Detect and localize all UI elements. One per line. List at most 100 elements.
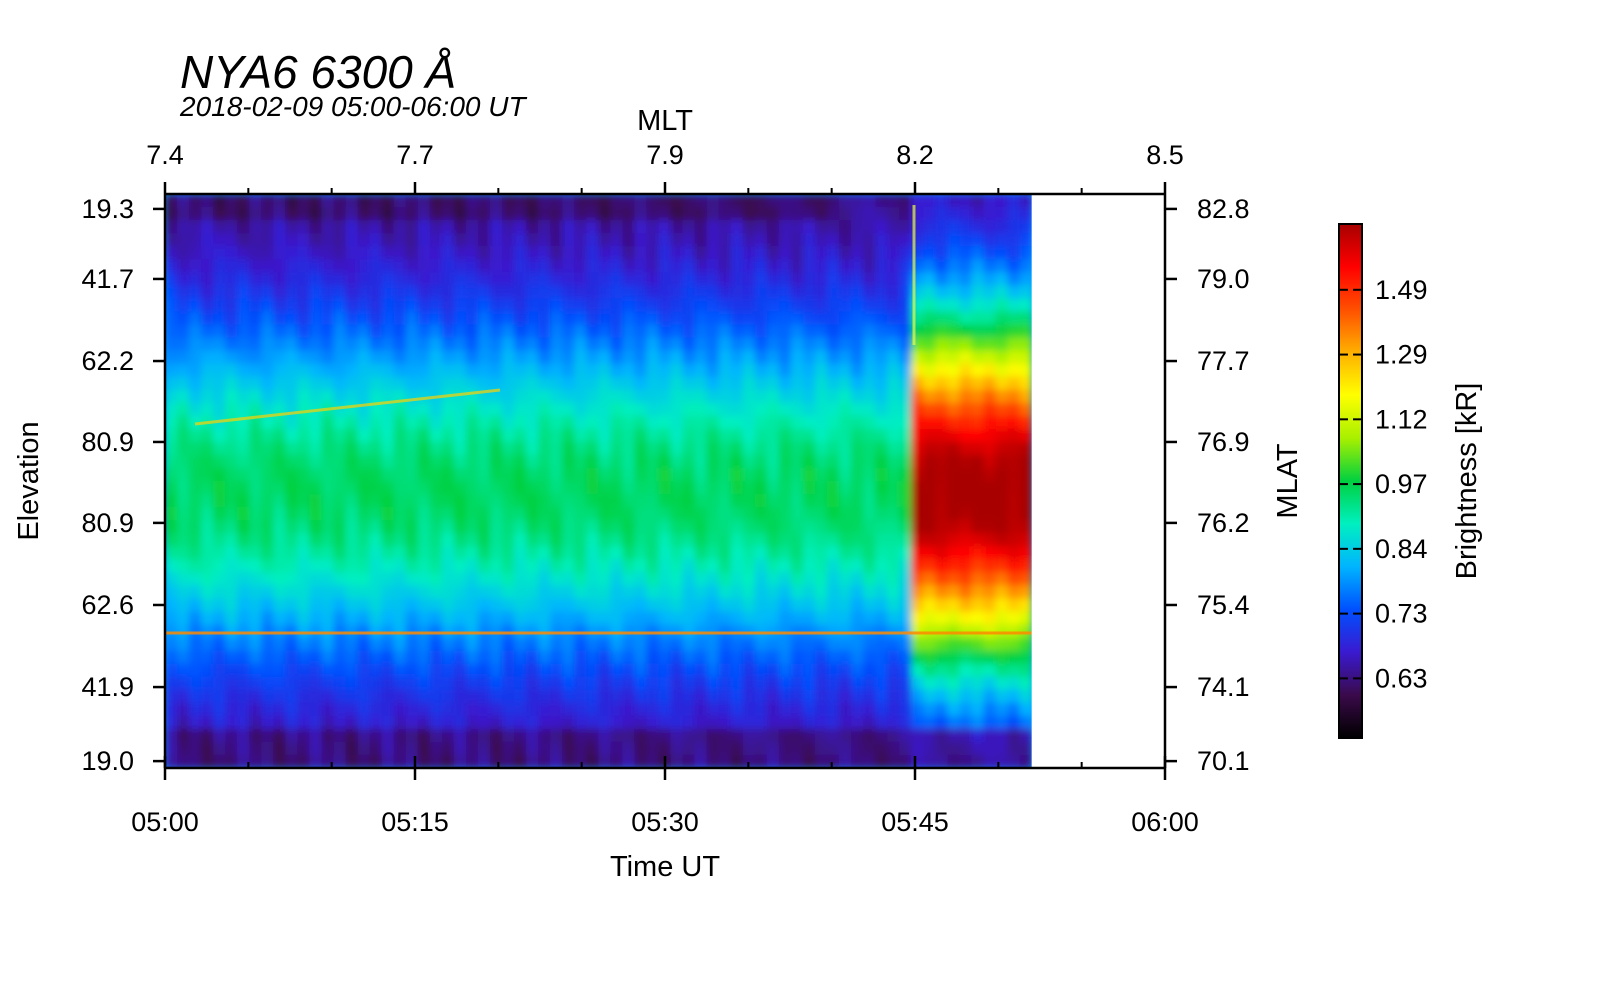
heatmap-cell (574, 389, 588, 404)
heatmap-cell (297, 376, 311, 391)
heatmap-cell (429, 637, 443, 652)
heatmap-cell (766, 676, 780, 691)
heatmap-cell (694, 272, 708, 287)
heatmap-cell (526, 702, 539, 717)
heatmap-cell (225, 481, 239, 495)
heatmap-cell (285, 663, 299, 678)
heatmap-cell (610, 546, 624, 561)
heatmap-cell (742, 546, 756, 561)
heatmap-cell (742, 520, 756, 534)
heatmap-cell (297, 259, 311, 274)
heatmap-cell (405, 285, 419, 300)
heatmap-cell (947, 715, 961, 730)
heatmap-cell (923, 637, 937, 652)
heatmap-cell (333, 611, 347, 626)
heatmap-cell (646, 194, 660, 208)
heatmap-cell (177, 689, 190, 704)
heatmap-cell (742, 689, 756, 704)
heatmap-cell (875, 311, 889, 326)
heatmap-cell (369, 259, 383, 274)
heatmap-cell (453, 702, 467, 717)
heatmap-cell (778, 650, 792, 665)
heatmap-cell (802, 663, 816, 678)
heatmap-cell (851, 585, 864, 600)
heatmap-cell (610, 454, 624, 469)
heatmap-cell (321, 702, 335, 717)
heatmap-cell (778, 533, 792, 548)
heatmap-cell (165, 715, 178, 730)
heatmap-cell (273, 741, 287, 756)
heatmap-cell (309, 624, 323, 639)
heatmap-cell (345, 194, 359, 208)
heatmap-cell (165, 324, 178, 339)
heatmap-cell (586, 454, 600, 469)
heatmap-cell (742, 559, 756, 574)
heatmap-cell (754, 220, 768, 234)
heatmap-cell (514, 467, 527, 482)
heatmap-cell (526, 676, 539, 691)
heatmap-cell (754, 454, 768, 469)
heatmap-cell (225, 715, 239, 730)
heatmap-cell (285, 389, 299, 404)
heatmap-cell (381, 520, 395, 534)
heatmap-cell (201, 389, 214, 404)
heatmap-cell (839, 507, 852, 521)
heatmap-cell (393, 598, 407, 613)
heatmap-cell (213, 246, 226, 261)
heatmap-cell (863, 298, 876, 313)
heatmap-cell (550, 611, 564, 626)
heatmap-cell (923, 220, 937, 234)
heatmap-cell (634, 689, 648, 704)
heatmap-cell (189, 402, 202, 417)
heatmap-cell (562, 637, 576, 652)
heatmap-cell (477, 507, 491, 521)
heatmap-cell (827, 272, 840, 287)
heatmap-cell (851, 637, 864, 652)
heatmap-cell (670, 689, 684, 704)
heatmap-cell (225, 454, 239, 469)
heatmap-cell (417, 637, 431, 652)
heatmap-cell (947, 533, 961, 548)
heatmap-cell (827, 507, 840, 521)
heatmap-cell (465, 441, 479, 456)
heatmap-cell (851, 389, 864, 404)
heatmap-cell (393, 246, 407, 261)
heatmap-cell (911, 702, 925, 717)
heatmap-cell (309, 611, 323, 626)
heatmap-cell (730, 350, 744, 365)
heatmap-cell (598, 246, 612, 261)
heatmap-cell (634, 194, 648, 208)
heatmap-cell (598, 363, 612, 378)
heatmap-cell (201, 637, 214, 652)
heatmap-cell (718, 702, 732, 717)
heatmap-cell (815, 598, 828, 613)
heatmap-cell (983, 598, 997, 613)
heatmap-cell (273, 637, 287, 652)
heatmap-cell (802, 546, 816, 561)
heatmap-cell (863, 285, 876, 300)
heatmap-cell (225, 546, 239, 561)
heatmap-cell (574, 520, 588, 534)
heatmap-cell (550, 507, 564, 521)
heatmap-cell (682, 585, 696, 600)
heatmap-cell (995, 676, 1009, 691)
heatmap-cell (405, 402, 419, 417)
heatmap-cell (682, 311, 696, 326)
heatmap-cell (285, 637, 299, 652)
heatmap-cell (297, 272, 311, 287)
heatmap-cell (983, 507, 997, 521)
heatmap-cell (935, 533, 949, 548)
heatmap-cell (947, 624, 961, 639)
heatmap-cell (983, 533, 997, 548)
heatmap-cell (465, 454, 479, 469)
heatmap-cell (417, 311, 431, 326)
heatmap-cell (839, 572, 852, 587)
heatmap-cell (995, 272, 1009, 287)
heatmap-cell (189, 298, 202, 313)
heatmap-cell (658, 572, 672, 587)
heatmap-cell (718, 207, 732, 221)
heatmap-cell (790, 702, 804, 717)
heatmap-cell (790, 507, 804, 521)
heatmap-cell (670, 454, 684, 469)
heatmap-cell (297, 624, 311, 639)
